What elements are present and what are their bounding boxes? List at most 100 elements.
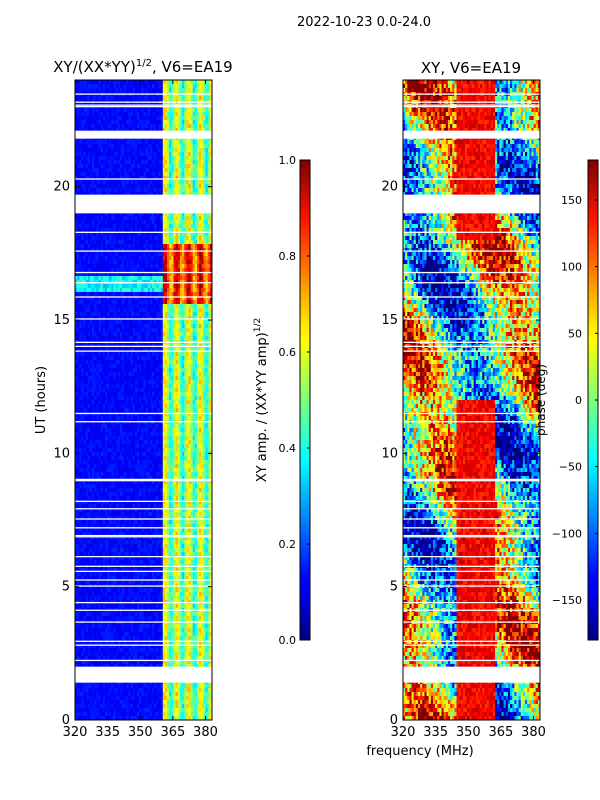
amp-heatmap-cell	[197, 216, 200, 221]
amp-heatmap-cell	[124, 272, 127, 277]
amp-heatmap-cell	[96, 304, 99, 309]
amp-heatmap-cell	[98, 360, 101, 365]
amp-heatmap-cell	[100, 368, 104, 373]
amp-heatmap-cell	[75, 168, 78, 173]
amp-heatmap-cell	[130, 156, 134, 161]
amp-heatmap-cell	[158, 352, 161, 357]
amp-heatmap-cell	[102, 140, 106, 145]
amp-heatmap-cell	[186, 272, 189, 277]
amp-heatmap-cell	[201, 164, 204, 169]
amp-heatmap-cell	[201, 96, 204, 101]
amp-heatmap-cell	[134, 288, 138, 293]
amp-heatmap-cell	[160, 88, 164, 93]
amp-heatmap-cell	[94, 168, 97, 173]
amp-heatmap-cell	[109, 232, 112, 237]
amp-heatmap-cell	[147, 332, 151, 337]
amp-heatmap-cell	[124, 328, 127, 333]
amp-heatmap-cell	[87, 236, 91, 241]
amp-heatmap-cell	[149, 148, 153, 153]
amp-heatmap-cell	[87, 184, 91, 189]
amp-heatmap-cell	[186, 164, 189, 169]
amp-heatmap-cell	[92, 364, 95, 369]
amp-heatmap-cell	[205, 224, 209, 229]
amp-heatmap-cell	[115, 140, 119, 145]
amp-heatmap-cell	[100, 284, 104, 289]
amp-heatmap-cell	[92, 248, 95, 253]
amp-heatmap-cell	[87, 212, 91, 217]
amp-heatmap-cell	[115, 192, 119, 197]
amp-heatmap-cell	[160, 368, 164, 373]
amp-heatmap-cell	[160, 252, 164, 257]
amp-heatmap-cell	[179, 372, 183, 377]
amp-heatmap-cell	[162, 112, 166, 117]
amp-heatmap-cell	[154, 300, 157, 305]
amp-heatmap-cell	[154, 216, 157, 221]
amp-heatmap-cell	[197, 376, 200, 381]
amp-heatmap-cell	[128, 108, 131, 113]
amp-heatmap-cell	[199, 168, 202, 173]
amp-heatmap-cell	[158, 192, 161, 197]
amp-heatmap-cell	[160, 140, 164, 145]
amp-heatmap-cell	[100, 388, 104, 393]
amp-heatmap-cell	[175, 308, 179, 313]
amp-heatmap-cell	[203, 352, 206, 357]
amp-heatmap-cell	[160, 80, 164, 85]
amp-heatmap-cell	[126, 112, 129, 117]
amp-heatmap-cell	[83, 144, 86, 149]
amp-heatmap-cell	[209, 212, 212, 217]
amp-heatmap-cell	[199, 268, 202, 273]
amp-heatmap-cell	[175, 316, 179, 321]
amp-heatmap-cell	[179, 244, 183, 249]
amp-heatmap-cell	[122, 364, 125, 369]
amp-heatmap-cell	[209, 380, 212, 385]
amp-heatmap-cell	[122, 224, 125, 229]
amp-heatmap-cell	[139, 128, 142, 133]
amp-heatmap-cell	[173, 252, 176, 257]
amp-heatmap-cell	[145, 180, 149, 185]
amp-heatmap-cell	[113, 172, 116, 177]
amp-heatmap-cell	[109, 116, 112, 121]
amp-heatmap-cell	[89, 232, 93, 237]
amp-heatmap-cell	[132, 264, 136, 269]
amp-heatmap-cell	[77, 328, 80, 333]
amp-heatmap-cell	[134, 80, 138, 85]
amp-heatmap-cell	[96, 228, 99, 233]
amp-heatmap-cell	[203, 328, 206, 333]
amp-heatmap-cell	[104, 236, 108, 241]
amp-heatmap-cell	[201, 384, 204, 389]
amp-heatmap-cell	[190, 332, 194, 337]
amp-heatmap-cell	[201, 364, 204, 369]
amp-heatmap-cell	[132, 260, 136, 265]
amp-heatmap-cell	[190, 112, 194, 117]
amp-heatmap-cell	[143, 264, 146, 269]
amp-heatmap-cell	[188, 184, 191, 189]
amp-heatmap-cell	[92, 192, 95, 197]
amp-heatmap-cell	[194, 236, 198, 241]
amp-heatmap-cell	[100, 156, 104, 161]
amp-heatmap-cell	[83, 232, 86, 237]
amp-heatmap-cell	[96, 140, 99, 145]
amp-heatmap-cell	[132, 324, 136, 329]
amp-heatmap-cell	[102, 240, 106, 245]
amp-heatmap-cell	[179, 144, 183, 149]
amp-heatmap-cell	[179, 224, 183, 229]
amp-heatmap-cell	[186, 144, 189, 149]
amp-heatmap-cell	[85, 128, 89, 133]
amp-heatmap-cell	[75, 332, 78, 337]
amp-heatmap-cell	[122, 220, 125, 225]
amp-heatmap-cell	[171, 232, 174, 237]
amp-heatmap-cell	[169, 328, 172, 333]
amp-heatmap-cell	[100, 292, 104, 297]
amp-heatmap-cell	[111, 368, 114, 373]
amp-heatmap-cell	[152, 180, 155, 185]
amp-heatmap-cell	[205, 324, 209, 329]
amp-heatmap-cell	[147, 148, 151, 153]
amp-heatmap-cell	[152, 324, 155, 329]
amp-heatmap-cell	[94, 376, 97, 381]
amp-heatmap-cell	[130, 112, 134, 117]
amp-heatmap-cell	[207, 288, 211, 293]
amp-heatmap-cell	[203, 252, 206, 257]
amp-heatmap-cell	[184, 360, 187, 365]
amp-heatmap-cell	[94, 288, 97, 293]
amp-heatmap-cell	[147, 352, 151, 357]
